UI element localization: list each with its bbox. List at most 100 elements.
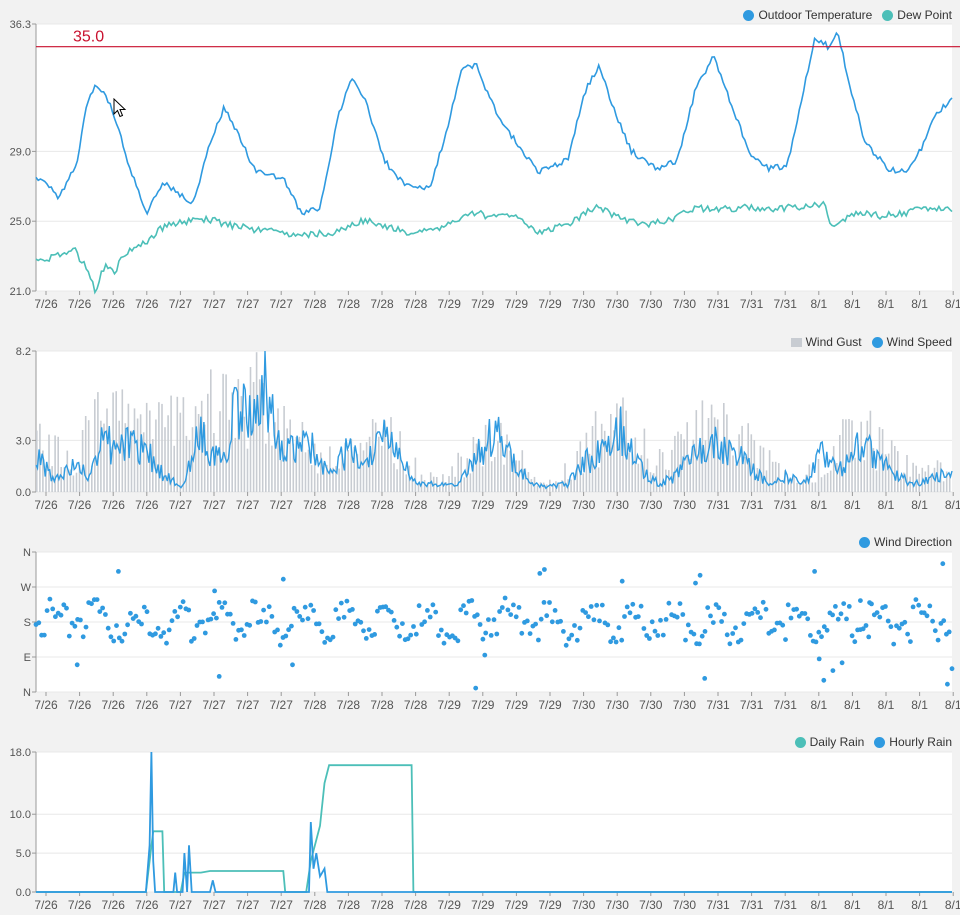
wind-x-tick-label: 8/1 xyxy=(810,498,827,512)
wind-gust-bar xyxy=(451,466,453,492)
wind-direction-point xyxy=(230,621,236,626)
wind-x-tick-label: 7/29 xyxy=(438,498,462,512)
wind-direction-point xyxy=(752,606,758,612)
wind-x-tick-label: 7/27 xyxy=(270,498,294,512)
wind-direction-point xyxy=(266,604,272,610)
wind-gust-bar xyxy=(316,473,319,492)
wind-legend[interactable]: Wind Gust Wind Speed xyxy=(790,335,952,349)
rain-chart-panel: Daily Rain Hourly Rain 18.0 10.0 5.0 0.0 7/2… xyxy=(0,730,960,915)
mouse-cursor-icon xyxy=(113,98,127,118)
wind-direction-point xyxy=(436,633,441,638)
wind-gust-bar xyxy=(381,445,383,492)
legend-item-wind-direction[interactable]: Wind Direction xyxy=(858,535,952,549)
rain-chart[interactable]: 18.010.05.00.07/26 7/26 7/26 7/26 7/27 7/27 7/… xyxy=(0,730,960,915)
wind-gust-bar xyxy=(872,448,875,492)
temperature-y-tick-label: 21.0 xyxy=(10,286,31,298)
wind-direction-point xyxy=(927,603,933,609)
wind-direction-point xyxy=(908,639,913,644)
wind-direction-point xyxy=(458,607,464,613)
wind-direction-x-tick-label: 8/1 xyxy=(878,698,895,712)
wind-gust-bar xyxy=(142,432,145,492)
wind-direction-point xyxy=(802,611,808,616)
wind-direction-point xyxy=(730,631,736,636)
wind-direction-point xyxy=(341,614,347,620)
wind-gust-bar xyxy=(84,416,87,492)
wind-direction-point xyxy=(233,637,239,642)
wind-gust-bar xyxy=(356,454,359,492)
wind-direction-x-tick-label: 7/26 xyxy=(68,698,92,712)
wind-gust-bar xyxy=(506,434,508,492)
wind-direction-point xyxy=(64,605,69,611)
legend-item-wind-speed[interactable]: Wind Speed xyxy=(871,335,952,349)
wind-direction-point xyxy=(932,628,938,634)
wind-direction-point xyxy=(586,614,591,620)
wind-gust-bar xyxy=(280,460,282,492)
wind-direction-point xyxy=(191,636,197,641)
temperature-chart[interactable]: 36.329.025.021.07/26 7/26 7/26 7/26 7/27 7/27… xyxy=(0,0,960,315)
wind-gust-bar xyxy=(66,450,69,492)
wind-direction-legend-dot xyxy=(858,536,870,548)
rain-x-tick-label: 8/1 xyxy=(844,898,861,912)
wind-gust-bar xyxy=(240,396,243,492)
wind-direction-point xyxy=(583,610,588,615)
wind-gust-bar xyxy=(402,466,404,492)
wind-gust-bar xyxy=(542,482,545,492)
wind-direction-point xyxy=(561,629,566,634)
wind-direction-x-tick-label: 7/31 xyxy=(774,698,798,712)
wind-direction-point xyxy=(133,613,139,619)
wind-direction-point xyxy=(641,626,647,631)
wind-gust-bar xyxy=(744,457,746,492)
wind-direction-point xyxy=(574,637,580,643)
wind-gust-bar xyxy=(900,479,902,492)
wind-direction-legend[interactable]: Wind Direction xyxy=(858,535,952,549)
wind-speed-chart[interactable]: 8.23.00.07/26 7/26 7/26 7/26 7/27 7/27 7/27 7/2… xyxy=(0,330,960,520)
wind-y-tick-label: 0.0 xyxy=(16,487,31,499)
wind-direction-point xyxy=(760,599,766,605)
wind-direction-x-tick-label: 7/26 xyxy=(102,698,126,712)
wind-gust-bar xyxy=(350,439,353,492)
legend-item-hourly-rain[interactable]: Hourly Rain xyxy=(874,735,952,749)
wind-gust-bar xyxy=(460,456,462,492)
rain-legend[interactable]: Daily Rain Hourly Rain xyxy=(794,735,952,749)
wind-gust-bar xyxy=(393,463,395,492)
legend-item-daily-rain[interactable]: Daily Rain xyxy=(794,735,864,749)
wind-direction-point xyxy=(430,602,436,608)
rain-x-tick-label: 7/26 xyxy=(34,898,58,912)
wind-gust-bar xyxy=(848,419,850,492)
wind-direction-point xyxy=(652,628,658,634)
legend-item-wind-gust[interactable]: Wind Gust xyxy=(790,335,862,349)
wind-direction-point xyxy=(461,603,466,609)
wind-gust-bar xyxy=(704,440,707,492)
wind-gust-bar xyxy=(353,446,356,492)
wind-direction-point xyxy=(433,609,439,615)
wind-gust-bar xyxy=(625,410,627,492)
wind-gust-bar xyxy=(915,465,917,492)
wind-direction-point xyxy=(258,619,264,624)
wind-direction-point xyxy=(913,597,919,602)
wind-direction-point xyxy=(821,677,827,683)
wind-direction-point xyxy=(849,633,855,639)
legend-item-outdoor-temperature[interactable]: Outdoor Temperature xyxy=(743,8,872,22)
wind-direction-x-tick-label: 7/31 xyxy=(740,698,764,712)
wind-direction-point xyxy=(808,633,813,638)
temperature-legend[interactable]: Outdoor Temperature Dew Point xyxy=(743,8,952,22)
wind-direction-point xyxy=(649,619,655,625)
wind-gust-bar xyxy=(469,473,472,492)
wind-gust-bar xyxy=(277,408,279,492)
hourly-rain-line xyxy=(36,751,952,893)
wind-direction-point xyxy=(577,625,583,631)
wind-x-tick-label: 8/1 xyxy=(911,498,928,512)
wind-direction-point xyxy=(291,605,297,611)
wind-x-tick-label: 7/30 xyxy=(606,498,630,512)
wind-direction-point xyxy=(166,627,172,633)
wind-gust-bar xyxy=(387,434,389,492)
wind-gust-bar xyxy=(799,483,801,492)
wind-direction-point xyxy=(705,605,711,610)
wind-direction-point xyxy=(108,634,114,640)
wind-gust-bar xyxy=(109,449,111,492)
wind-direction-x-tick-label: 7/30 xyxy=(606,698,630,712)
wind-direction-point xyxy=(588,604,594,609)
wind-direction-point xyxy=(480,636,486,642)
legend-item-dew-point[interactable]: Dew Point xyxy=(882,8,952,22)
